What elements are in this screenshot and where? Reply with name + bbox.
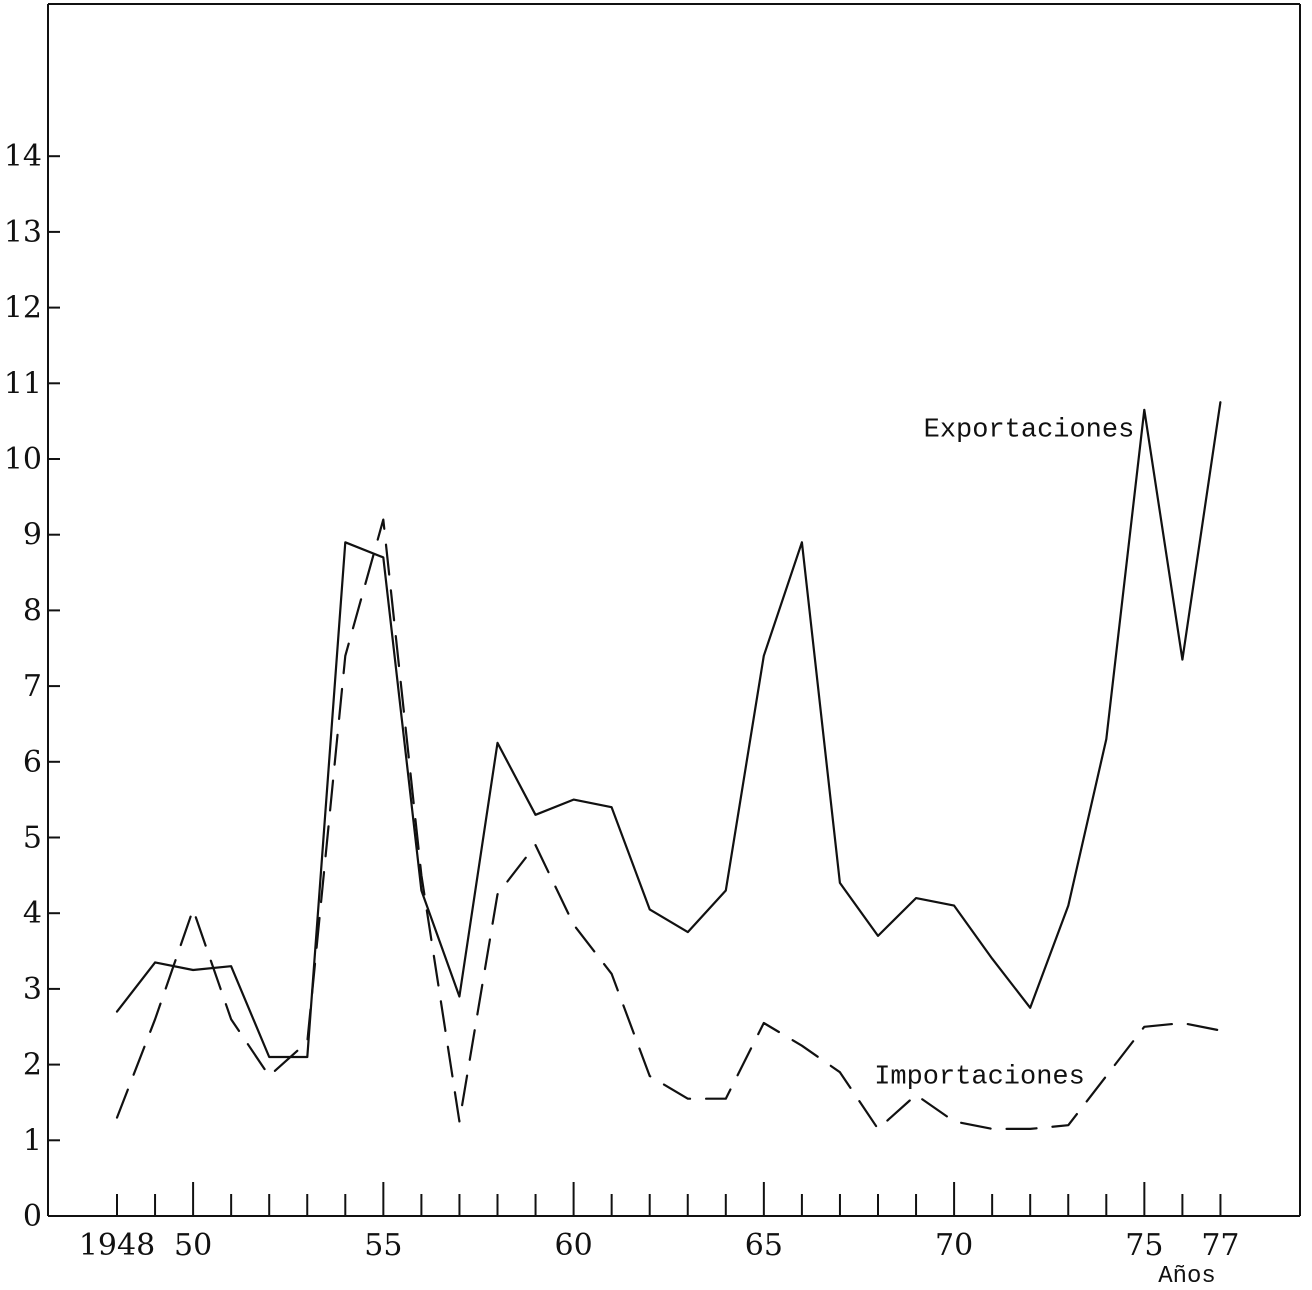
y-tick-label: 13: [4, 215, 42, 250]
series-label-importaciones: Importaciones: [874, 1063, 1085, 1093]
y-tick-label: 14: [4, 139, 42, 174]
y-tick-label: 11: [4, 366, 42, 401]
x-tick-label: 75: [1125, 1228, 1163, 1263]
y-tick-label: 4: [23, 896, 42, 931]
x-tick-label: 65: [745, 1228, 783, 1263]
x-axis-title: Años: [1158, 1263, 1216, 1290]
series-line-importaciones: [115, 518, 1222, 1131]
x-tick-label: 55: [364, 1228, 402, 1263]
x-tick-label: 70: [935, 1228, 973, 1263]
y-tick-label: 3: [23, 972, 42, 1007]
series-line-exportaciones: [115, 401, 1222, 1059]
y-tick-label: 9: [23, 518, 42, 553]
y-tick-label: 6: [23, 745, 42, 780]
x-tick-label: 77: [1201, 1228, 1239, 1263]
series-label-exportaciones: Exportaciones: [924, 415, 1135, 445]
x-tick-label: 1948: [79, 1228, 155, 1263]
y-tick-label: 1: [23, 1123, 42, 1158]
y-tick-label: 12: [4, 291, 42, 326]
y-tick-label: 2: [23, 1048, 42, 1083]
y-tick-label: 7: [23, 669, 42, 704]
series-layer: Exportaciones Importaciones: [115, 401, 1222, 1131]
y-tick-label: 0: [23, 1199, 42, 1234]
x-tick-label: 60: [555, 1228, 593, 1263]
y-tick-label: 8: [23, 593, 42, 628]
y-tick-label: 5: [23, 821, 42, 856]
x-ticks: 1948 50 55 60 65 70 75 77: [79, 1182, 1240, 1263]
y-tick-label: 10: [4, 442, 42, 477]
x-tick-label: 50: [174, 1228, 212, 1263]
